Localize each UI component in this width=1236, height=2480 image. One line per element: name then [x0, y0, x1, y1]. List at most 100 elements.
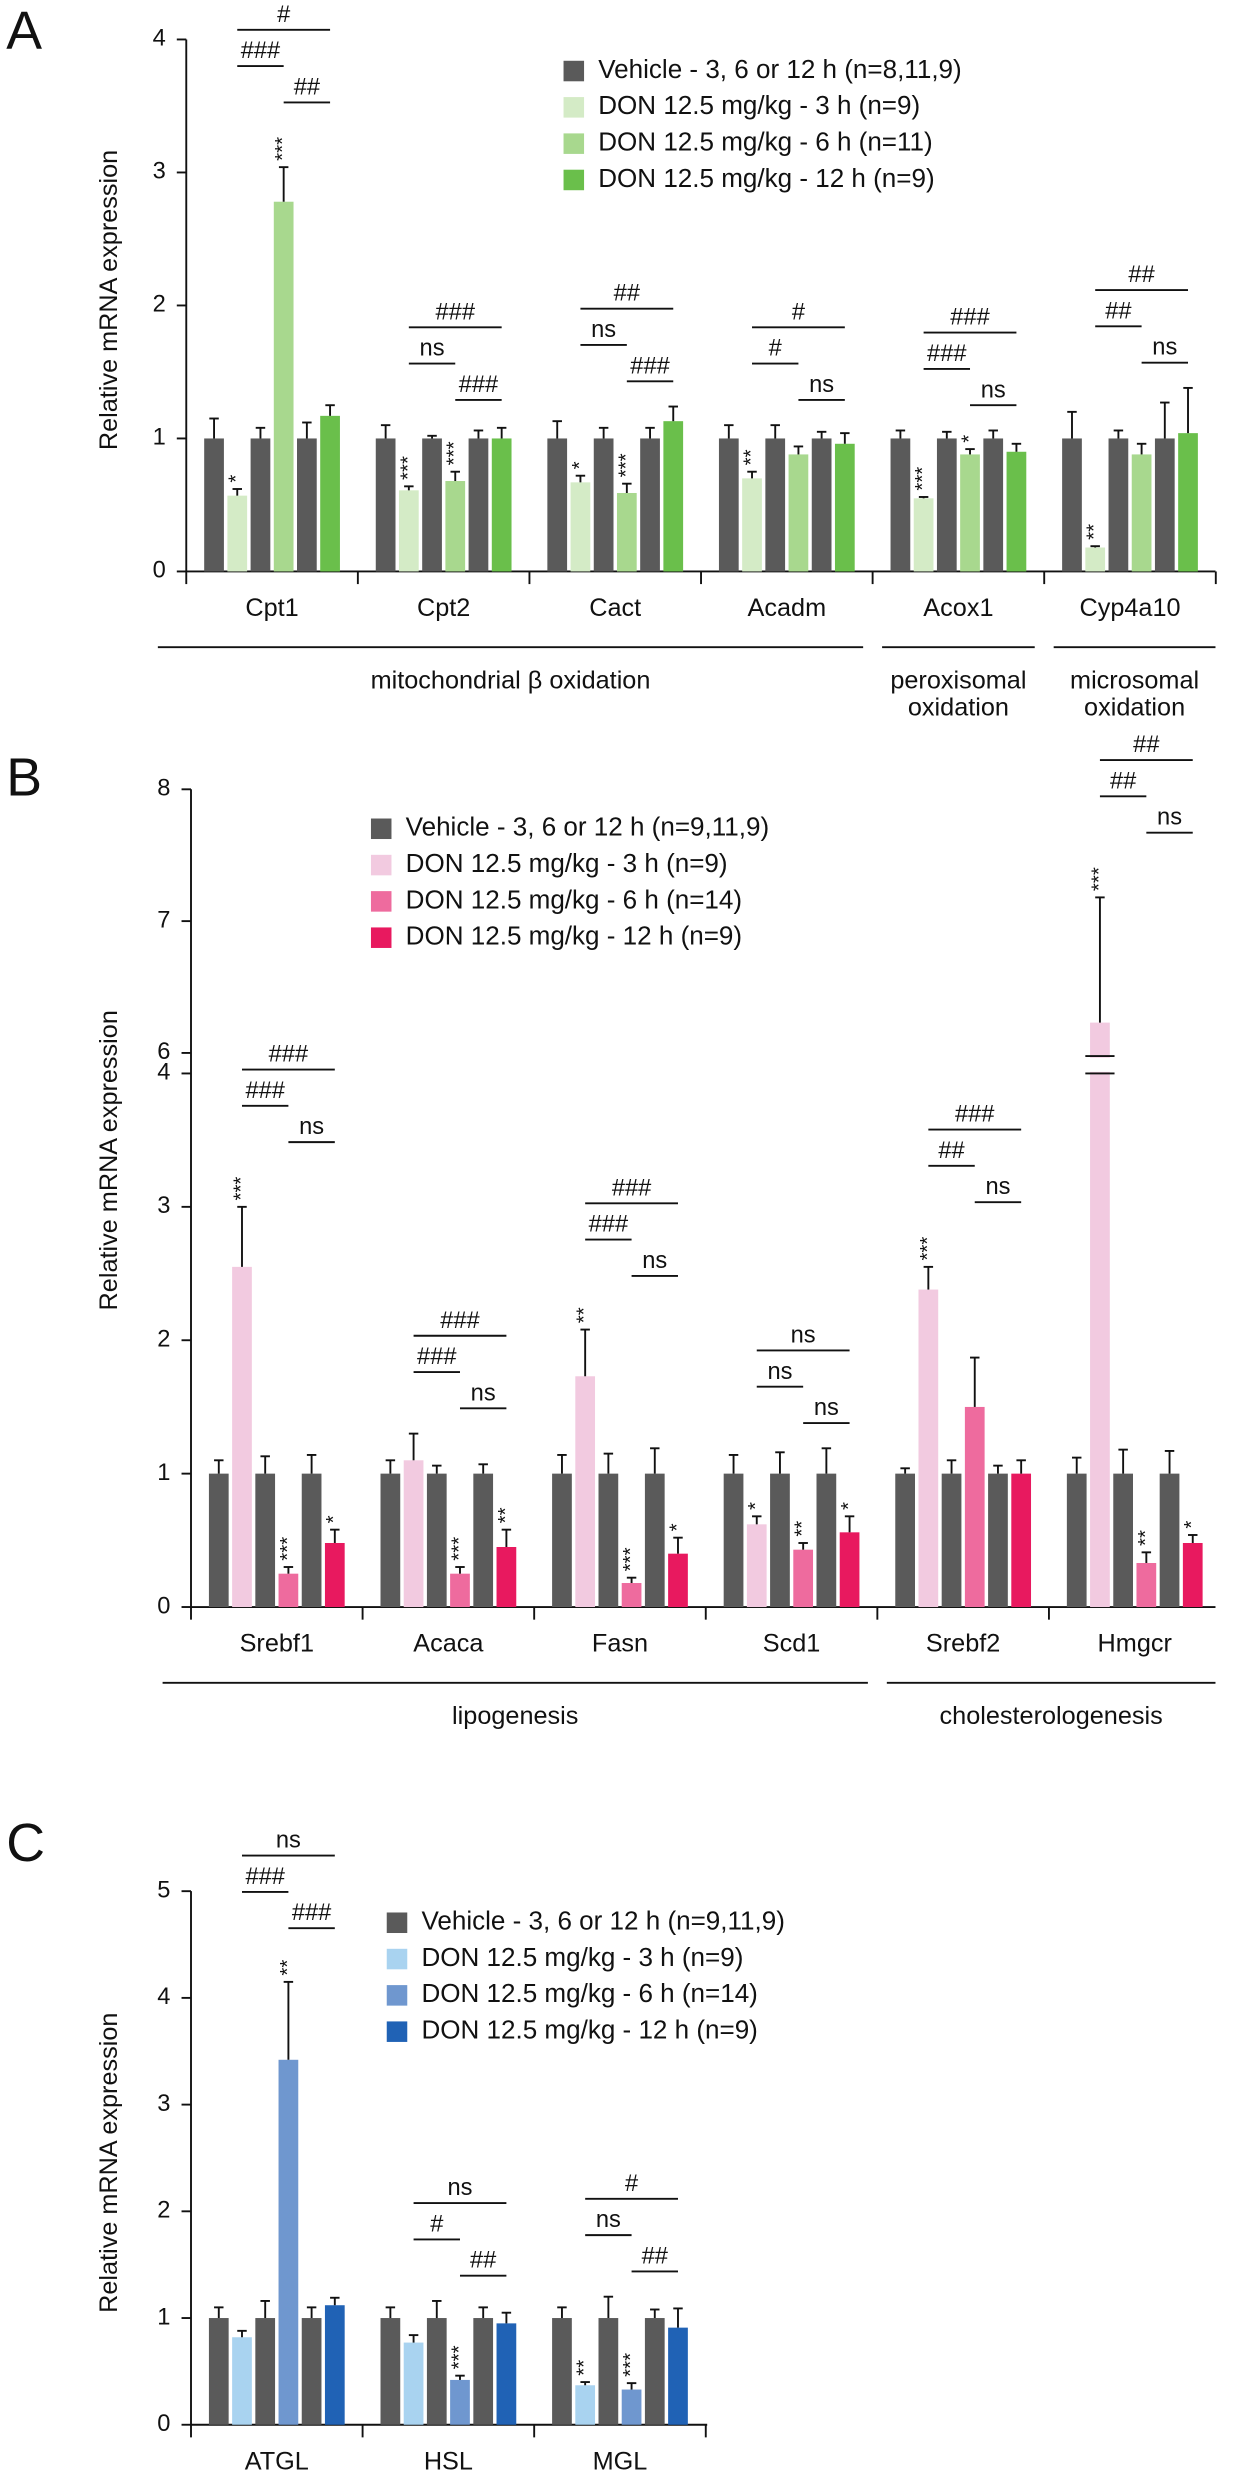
bar — [324, 2305, 345, 2425]
y-tick-label: 3 — [153, 159, 166, 185]
bar — [1113, 1473, 1133, 1608]
significance-stars: *** — [447, 1537, 470, 1561]
bar — [255, 2318, 276, 2425]
bar — [204, 438, 224, 572]
comparison-label: ns — [1157, 805, 1182, 831]
bar — [644, 1473, 665, 1608]
y-tick-label: 6 — [157, 1039, 170, 1065]
x-tick-label: Srebf1 — [240, 1630, 314, 1658]
bar — [445, 481, 466, 572]
bar — [1011, 1473, 1032, 1608]
bar — [297, 438, 317, 572]
x-tick-label: Fasn — [592, 1630, 648, 1658]
bar — [570, 482, 591, 572]
comparison-label: ns — [767, 1359, 792, 1385]
comparison-label: ### — [630, 353, 670, 379]
comparison-label: ### — [292, 1900, 332, 1926]
significance-stars: *** — [916, 1237, 939, 1261]
bar — [718, 438, 739, 572]
comparison-label: ns — [276, 1828, 301, 1854]
panel-letter: C — [6, 1813, 45, 1873]
y-tick-label: 0 — [157, 1593, 170, 1619]
comparison-label: ns — [791, 1322, 816, 1348]
legend-label: DON 12.5 mg/kg - 3 h (n=9) — [406, 848, 728, 878]
bar — [616, 492, 637, 572]
y-tick-label: 2 — [157, 2198, 170, 2224]
legend-label: DON 12.5 mg/kg - 12 h (n=9) — [598, 163, 934, 193]
bar — [918, 1289, 939, 1608]
group-label: microsomal — [1070, 667, 1199, 695]
legend-label: DON 12.5 mg/kg - 12 h (n=9) — [406, 921, 742, 951]
bar — [793, 1549, 814, 1608]
bar — [1085, 547, 1106, 572]
significance-stars: * — [957, 435, 980, 443]
comparison-label: ## — [614, 281, 641, 307]
bar — [575, 2385, 596, 2425]
bar — [426, 2318, 447, 2425]
bar — [742, 478, 762, 572]
bar — [644, 2318, 665, 2425]
bar — [491, 438, 512, 572]
significance-stars: * — [225, 475, 248, 483]
y-tick-label: 3 — [157, 2091, 170, 2117]
bar — [496, 1547, 517, 1608]
significance-stars: ** — [1134, 1530, 1157, 1546]
bar — [473, 2318, 494, 2425]
bar — [450, 2379, 470, 2425]
comparison-label: ## — [1110, 768, 1137, 794]
significance-stars: *** — [276, 1537, 299, 1561]
x-tick-label: Cact — [589, 594, 641, 622]
significance-stars: * — [665, 1523, 688, 1531]
bar — [208, 1473, 229, 1608]
significance-stars: *** — [229, 1177, 252, 1201]
significance-stars: *** — [614, 453, 637, 477]
significance-stars: *** — [911, 467, 934, 491]
comparison-label: ## — [938, 1138, 965, 1164]
bar — [1159, 1473, 1180, 1608]
legend-label: DON 12.5 mg/kg - 6 h (n=14) — [406, 884, 742, 914]
panel-letter: B — [6, 748, 42, 808]
bar — [621, 1583, 642, 1608]
x-tick-label: Acadm — [748, 594, 827, 622]
bar — [960, 454, 980, 572]
y-axis-label: Relative mRNA expression — [95, 150, 123, 450]
bar — [964, 1406, 985, 1608]
legend-label: DON 12.5 mg/kg - 3 h (n=9) — [598, 90, 920, 120]
comparison-label: ### — [589, 1212, 629, 1238]
bar — [301, 2318, 322, 2425]
bar — [473, 1473, 494, 1608]
bar — [398, 490, 419, 572]
bar — [1090, 1022, 1110, 1608]
comparison-label: ### — [241, 38, 281, 64]
bar — [552, 2318, 572, 2425]
y-tick-label: 8 — [157, 776, 170, 802]
comparison-label: ns — [447, 2175, 472, 2201]
comparison-label: # — [769, 336, 783, 362]
significance-stars: *** — [396, 456, 419, 480]
y-tick-label: 2 — [153, 292, 166, 318]
bar — [765, 438, 786, 572]
bar — [811, 438, 832, 572]
y-tick-label: 5 — [157, 1877, 170, 1903]
comparison-label: ## — [642, 2243, 669, 2269]
comparison-label: ## — [1128, 262, 1155, 288]
group-label: oxidation — [1084, 693, 1185, 721]
comparison-label: ns — [985, 1174, 1010, 1200]
bar — [320, 415, 340, 572]
x-tick-label: ATGL — [245, 2447, 309, 2475]
x-tick-label: Cyp4a10 — [1079, 594, 1180, 622]
group-label: peroxisomal — [890, 667, 1026, 695]
significance-stars: *** — [619, 1547, 642, 1571]
significance-stars: ** — [791, 1521, 814, 1537]
bar — [403, 2342, 424, 2425]
bar — [1066, 1473, 1087, 1608]
legend-swatch — [370, 818, 392, 840]
legend-label: DON 12.5 mg/kg - 6 h (n=14) — [421, 1978, 757, 2008]
bar — [770, 1473, 790, 1608]
bar — [941, 1473, 962, 1608]
bar — [301, 1473, 322, 1608]
legend-swatch — [563, 133, 585, 154]
bar — [422, 438, 442, 572]
x-tick-label: Cpt1 — [245, 594, 298, 622]
